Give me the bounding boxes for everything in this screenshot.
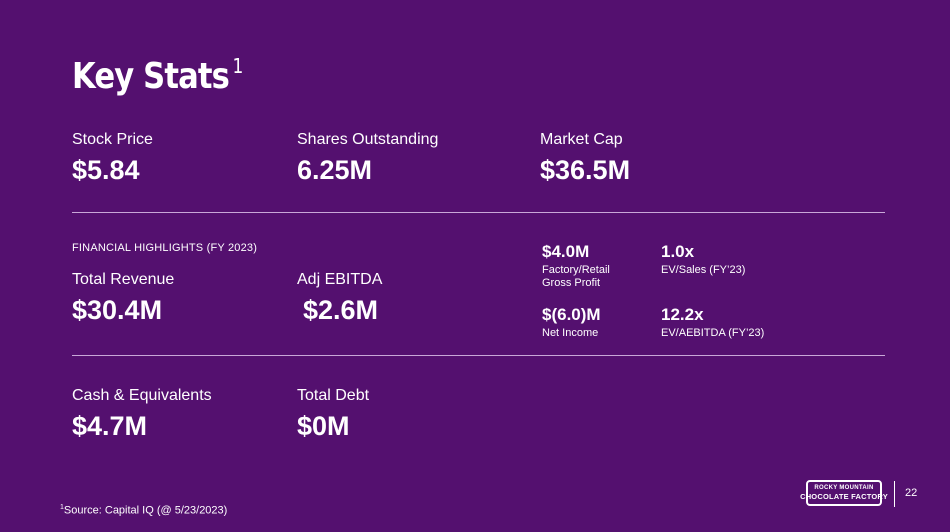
total-revenue-stat: Total Revenue $30.4M bbox=[72, 271, 174, 326]
ev-aebitda-label: EV/AEBITDA (FY’23) bbox=[661, 327, 765, 339]
shares-outstanding-label: Shares Outstanding bbox=[297, 131, 439, 148]
company-logo: ROCKY MOUNTAIN CHOCOLATE FACTORY bbox=[800, 480, 888, 506]
stock-price-label: Stock Price bbox=[72, 131, 153, 148]
stock-price-value: $5.84 bbox=[72, 155, 140, 185]
cash-equivalents-stat: Cash & Equivalents $4.7M bbox=[72, 387, 212, 442]
ev-sales-label: EV/Sales (FY’23) bbox=[661, 264, 746, 276]
cash-equivalents-label: Cash & Equivalents bbox=[72, 387, 212, 404]
net-income-value: $(6.0)M bbox=[542, 305, 601, 324]
title-footnote-marker: 1 bbox=[232, 54, 243, 78]
page-number: 22 bbox=[905, 487, 918, 499]
total-revenue-label: Total Revenue bbox=[72, 271, 175, 288]
financial-highlights-label: FINANCIAL HIGHLIGHTS (FY 2023) bbox=[72, 242, 258, 254]
total-debt-value: $0M bbox=[297, 411, 350, 441]
ev-sales-stat: 1.0x EV/Sales (FY’23) bbox=[661, 242, 745, 277]
market-cap-stat: Market Cap $36.5M bbox=[540, 131, 630, 186]
divider-bottom bbox=[72, 355, 885, 356]
ev-aebitda-value: 12.2x bbox=[661, 305, 704, 324]
ev-aebitda-stat: 12.2x EV/AEBITDA (FY’23) bbox=[661, 305, 764, 340]
net-income-stat: $(6.0)M Net Income bbox=[542, 305, 601, 340]
net-income-label: Net Income bbox=[542, 327, 599, 339]
logo-top-text: ROCKY MOUNTAIN bbox=[814, 485, 874, 491]
gross-profit-value: $4.0M bbox=[542, 242, 590, 261]
adj-ebitda-label: Adj EBITDA bbox=[297, 271, 383, 288]
market-cap-label: Market Cap bbox=[540, 131, 623, 148]
source-footnote: 1Source: Capital IQ (@ 5/23/2023) bbox=[60, 504, 227, 517]
adj-ebitda-stat: Adj EBITDA $2.6M bbox=[297, 271, 382, 326]
shares-outstanding-stat: Shares Outstanding 6.25M bbox=[297, 131, 438, 186]
total-debt-label: Total Debt bbox=[297, 387, 370, 404]
gross-profit-stat: $4.0M Factory/Retail Gross Profit bbox=[542, 242, 632, 290]
market-cap-value: $36.5M bbox=[540, 155, 631, 185]
total-revenue-value: $30.4M bbox=[72, 295, 163, 325]
total-debt-stat: Total Debt $0M bbox=[297, 387, 369, 442]
ev-sales-value: 1.0x bbox=[661, 242, 695, 261]
page-title-text: Key Stats bbox=[72, 56, 230, 97]
page-title: Key Stats 1 bbox=[72, 54, 243, 97]
shares-outstanding-value: 6.25M bbox=[297, 155, 373, 185]
divider-top bbox=[72, 212, 885, 213]
cash-equivalents-value: $4.7M bbox=[72, 411, 148, 441]
page-number-separator bbox=[894, 481, 895, 507]
stock-price-stat: Stock Price $5.84 bbox=[72, 131, 153, 186]
footnote-marker: 1 bbox=[60, 504, 64, 511]
footnote-text: Source: Capital IQ (@ 5/23/2023) bbox=[63, 504, 228, 517]
gross-profit-label: Factory/Retail Gross Profit bbox=[542, 264, 610, 289]
logo-bottom-text: CHOCOLATE FACTORY bbox=[800, 492, 888, 501]
adj-ebitda-value: $2.6M bbox=[303, 295, 379, 325]
